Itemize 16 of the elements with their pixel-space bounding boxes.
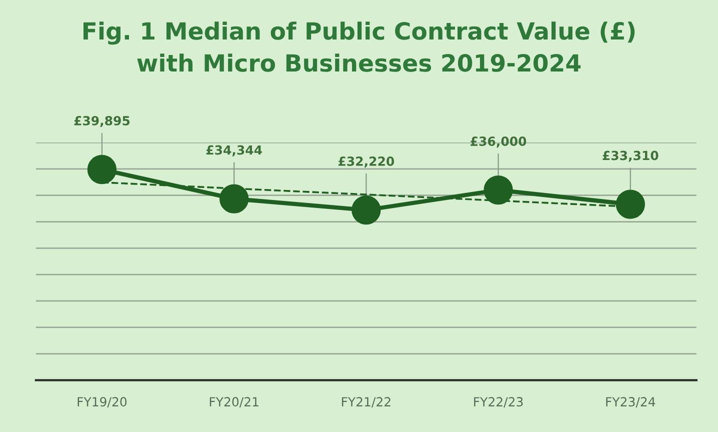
point (484, 175, 513, 205)
chart-title: Fig. 1 Median of Public Contract Value (£) with Micro Businesses 2019-2024 (84, 22, 635, 72)
data-label: £36,000 (470, 136, 526, 148)
point (87, 154, 117, 184)
point (219, 184, 249, 214)
x-tick-label: FY19/20 (78, 397, 127, 408)
x-tick-label: FY21/22 (342, 397, 390, 408)
x-tick-label: FY20/21 (210, 397, 258, 408)
x-tick-label: FY23/24 (606, 397, 656, 408)
data-label: £39,895 (74, 116, 130, 128)
point (352, 195, 381, 225)
data-label: £33,310 (602, 150, 658, 162)
x-tick-label: FY22/23 (474, 397, 523, 408)
data-label: £34,344 (206, 145, 262, 156)
data-label: £32,220 (338, 156, 394, 168)
point (616, 190, 645, 219)
